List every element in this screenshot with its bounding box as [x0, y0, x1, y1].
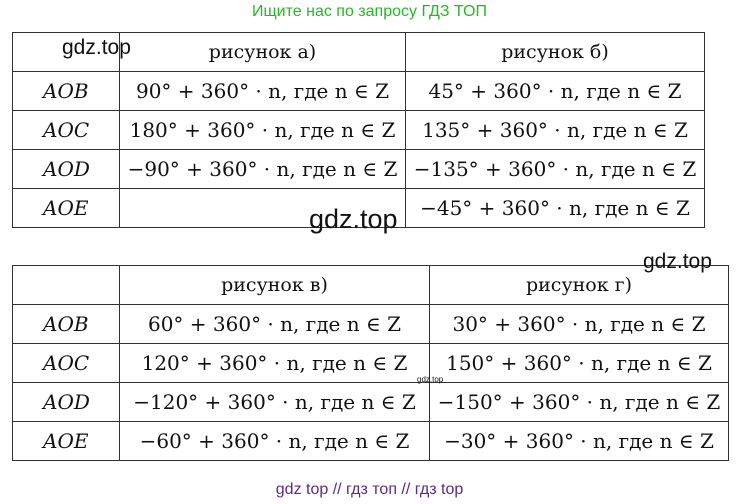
table-row: AOD −120° + 360° · n, где n ∈ Z −150° + … — [12, 382, 729, 422]
cell-aod-figure-b: −135° + 360° · n, где n ∈ Z — [405, 149, 705, 189]
table-row: AOB 60° + 360° · n, где n ∈ Z 30° + 360°… — [12, 304, 729, 344]
angles-table-figures-v-g: рисунок в) рисунок г) AOB 60° + 360° · n… — [12, 265, 729, 461]
watermark: gdz.top — [309, 204, 398, 234]
table-row: AOE −60° + 360° · n, где n ∈ Z −30° + 36… — [12, 421, 729, 461]
angles-table-figures-a-b: рисунок а) рисунок б) AOB 90° + 360° · n… — [12, 32, 705, 228]
cell-aoe-figure-a — [119, 188, 406, 228]
cell-aob-figure-b: 45° + 360° · n, где n ∈ Z — [405, 71, 705, 111]
cell-aob-figure-a: 90° + 360° · n, где n ∈ Z — [119, 71, 406, 111]
header-empty-cell — [12, 265, 120, 305]
cell-aod-figure-g: −150° + 360° · n, где n ∈ Z — [429, 382, 729, 422]
row-label-aod: AOD — [12, 382, 120, 422]
table-row: AOE −45° + 360° · n, где n ∈ Z — [12, 188, 705, 228]
row-label-aoe: AOE — [12, 421, 120, 461]
row-label-aob: AOB — [12, 304, 120, 344]
cell-aob-figure-g: 30° + 360° · n, где n ∈ Z — [429, 304, 729, 344]
cell-aoc-figure-a: 180° + 360° · n, где n ∈ Z — [119, 110, 406, 150]
footer-links[interactable]: gdz top // гдз топ // гдз top — [275, 481, 464, 498]
table-row: AOC 120° + 360° · n, где n ∈ Z 150° + 36… — [12, 343, 729, 383]
header-figure-b: рисунок б) — [405, 32, 705, 72]
header-figure-v: рисунок в) — [119, 265, 430, 305]
cell-aoc-figure-v: 120° + 360° · n, где n ∈ Z — [119, 343, 430, 383]
cell-aoc-figure-g: 150° + 360° · n, где n ∈ Z — [429, 343, 729, 383]
row-label-aod: AOD — [12, 149, 120, 189]
watermark: gdz.top — [62, 36, 131, 59]
watermark: gdz.top — [417, 375, 444, 384]
table-header-row: рисунок в) рисунок г) — [12, 265, 729, 305]
cell-aod-figure-v: −120° + 360° · n, где n ∈ Z — [119, 382, 430, 422]
table-row: AOB 90° + 360° · n, где n ∈ Z 45° + 360°… — [12, 71, 705, 111]
cell-aod-figure-a: −90° + 360° · n, где n ∈ Z — [119, 149, 406, 189]
cell-aoc-figure-b: 135° + 360° · n, где n ∈ Z — [405, 110, 705, 150]
row-label-aoc: AOC — [12, 110, 120, 150]
table-row: AOD −90° + 360° · n, где n ∈ Z −135° + 3… — [12, 149, 705, 189]
watermark: gdz.top — [643, 250, 712, 273]
cell-aoe-figure-v: −60° + 360° · n, где n ∈ Z — [119, 421, 430, 461]
search-banner[interactable]: Ищите нас по запросу ГДЗ ТОП — [252, 3, 487, 20]
header-figure-a: рисунок а) — [119, 32, 406, 72]
cell-aoe-figure-b: −45° + 360° · n, где n ∈ Z — [405, 188, 705, 228]
header-figure-g: рисунок г) — [429, 265, 729, 305]
cell-aob-figure-v: 60° + 360° · n, где n ∈ Z — [119, 304, 430, 344]
cell-aoe-figure-g: −30° + 360° · n, где n ∈ Z — [429, 421, 729, 461]
table-row: AOC 180° + 360° · n, где n ∈ Z 135° + 36… — [12, 110, 705, 150]
row-label-aoc: AOC — [12, 343, 120, 383]
row-label-aob: AOB — [12, 71, 120, 111]
row-label-aoe: AOE — [12, 188, 120, 228]
